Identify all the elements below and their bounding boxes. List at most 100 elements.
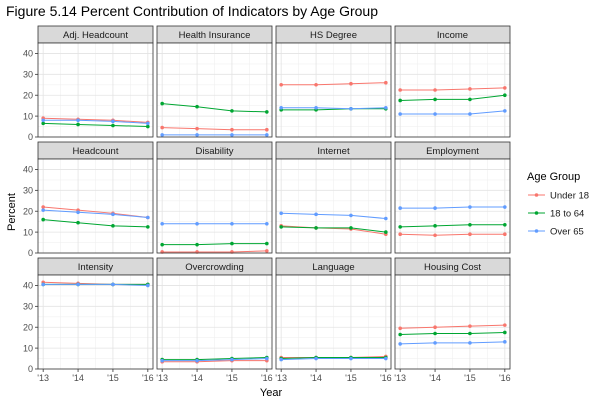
data-point-over-65 bbox=[433, 341, 437, 345]
data-point-over-65 bbox=[314, 212, 318, 217]
data-point-over-65 bbox=[230, 221, 234, 226]
facet-panel: Health Insurance bbox=[156, 25, 273, 138]
series-line-under-18 bbox=[43, 206, 148, 218]
data-point-18-to-64 bbox=[503, 330, 507, 335]
legend-key-point-under-18 bbox=[534, 193, 539, 197]
facet-title-disability: Disability bbox=[195, 146, 233, 157]
facet-title-health-insurance: Health Insurance bbox=[179, 30, 251, 41]
x-tick-label: '14 bbox=[310, 373, 322, 383]
data-point-over-65 bbox=[503, 340, 507, 344]
data-point-under-18 bbox=[398, 88, 402, 92]
facet-panel: HS Degree bbox=[275, 25, 392, 138]
facet-panel: Overcrowding '13 '14 '15 '16 bbox=[156, 257, 273, 383]
data-point-18-to-64 bbox=[349, 226, 353, 230]
legend-key-point-18-to-64 bbox=[534, 211, 539, 215]
data-point-18-to-64 bbox=[230, 109, 234, 113]
series-line-18-to-64 bbox=[43, 219, 148, 228]
data-point-under-18 bbox=[195, 126, 199, 131]
data-point-18-to-64 bbox=[111, 123, 115, 128]
data-point-over-65 bbox=[195, 133, 199, 137]
facet-panel: Employment bbox=[394, 141, 511, 254]
legend-label-under-18: Under 18 bbox=[550, 191, 589, 202]
data-point-18-to-64 bbox=[195, 104, 199, 109]
facet-title-intensity: Intensity bbox=[78, 262, 114, 273]
series-line-under-18 bbox=[281, 225, 386, 235]
x-tick-label: '15 bbox=[464, 373, 476, 383]
series-line-under-18 bbox=[400, 87, 505, 91]
data-point-under-18 bbox=[433, 325, 437, 330]
data-point-over-65 bbox=[146, 215, 150, 220]
data-point-over-65 bbox=[146, 121, 150, 126]
data-point-under-18 bbox=[41, 205, 45, 209]
series-line-under-18 bbox=[400, 233, 505, 236]
facet-title-income: Income bbox=[437, 30, 468, 41]
facet-title-housing-cost: Housing Cost bbox=[424, 262, 481, 273]
panel-border bbox=[394, 158, 511, 254]
x-tick-label: '16 bbox=[380, 373, 392, 383]
facet-panel: Language '13 '14 '15 '16 bbox=[275, 257, 392, 383]
y-tick-label: 40 bbox=[23, 165, 33, 175]
legend-key-point-over-65 bbox=[534, 229, 539, 233]
legend-label-over-65: Over 65 bbox=[550, 227, 584, 238]
data-point-over-65 bbox=[279, 105, 283, 110]
y-tick-label: 40 bbox=[23, 281, 33, 291]
y-axis-title: Percent bbox=[6, 193, 18, 231]
x-axis-title: Year bbox=[260, 387, 283, 399]
data-point-under-18 bbox=[433, 88, 437, 92]
facet-panel: Internet bbox=[275, 141, 392, 254]
series-line-under-18 bbox=[281, 82, 386, 86]
panel-border bbox=[37, 274, 154, 370]
panel-border bbox=[37, 42, 154, 138]
series-line-over-65 bbox=[162, 358, 267, 362]
data-point-over-65 bbox=[503, 205, 507, 209]
data-point-over-65 bbox=[468, 341, 472, 345]
series-line-18-to-64 bbox=[281, 357, 386, 360]
data-point-18-to-64 bbox=[433, 331, 437, 336]
data-point-over-65 bbox=[279, 357, 283, 362]
data-point-under-18 bbox=[468, 87, 472, 91]
data-point-18-to-64 bbox=[468, 97, 472, 102]
data-point-18-to-64 bbox=[146, 124, 150, 129]
data-point-under-18 bbox=[503, 323, 507, 327]
data-point-over-65 bbox=[314, 105, 318, 110]
data-point-18-to-64 bbox=[433, 97, 437, 102]
panel-border bbox=[37, 158, 154, 254]
data-point-over-65 bbox=[468, 205, 472, 209]
y-tick-label: 40 bbox=[23, 49, 33, 59]
data-point-under-18 bbox=[160, 125, 164, 130]
x-tick-label: '15 bbox=[107, 373, 119, 383]
data-point-over-65 bbox=[160, 133, 164, 137]
data-point-over-65 bbox=[111, 119, 115, 124]
chart-title: Figure 5.14 Percent Contribution of Indi… bbox=[6, 3, 378, 19]
data-point-under-18 bbox=[503, 232, 507, 236]
data-point-over-65 bbox=[398, 342, 402, 346]
facet-title-adj-headcount: Adj. Headcount bbox=[63, 30, 128, 41]
facet-title-overcrowding: Overcrowding bbox=[185, 262, 244, 273]
data-point-over-65 bbox=[230, 357, 234, 362]
data-point-18-to-64 bbox=[314, 226, 318, 230]
x-tick-label: '16 bbox=[261, 373, 273, 383]
data-point-under-18 bbox=[468, 324, 472, 328]
y-tick-label: 30 bbox=[23, 302, 33, 312]
series-line-18-to-64 bbox=[400, 224, 505, 228]
data-point-over-65 bbox=[76, 282, 80, 287]
data-point-18-to-64 bbox=[398, 332, 402, 337]
data-point-over-65 bbox=[76, 118, 80, 123]
series-line-over-65 bbox=[43, 119, 148, 124]
data-point-18-to-64 bbox=[41, 217, 45, 222]
data-point-over-65 bbox=[384, 216, 388, 221]
x-tick-label: '16 bbox=[499, 373, 511, 383]
data-point-over-65 bbox=[349, 107, 353, 111]
data-point-over-65 bbox=[41, 118, 45, 123]
data-point-over-65 bbox=[41, 208, 45, 212]
facet-panel: Income bbox=[394, 25, 511, 138]
y-tick-label: 0 bbox=[28, 248, 33, 258]
data-point-18-to-64 bbox=[398, 225, 402, 229]
x-tick-label: '13 bbox=[394, 373, 406, 383]
series-line-over-65 bbox=[281, 358, 386, 361]
data-point-18-to-64 bbox=[160, 242, 164, 247]
x-tick-label: '15 bbox=[345, 373, 357, 383]
data-point-over-65 bbox=[111, 212, 115, 217]
